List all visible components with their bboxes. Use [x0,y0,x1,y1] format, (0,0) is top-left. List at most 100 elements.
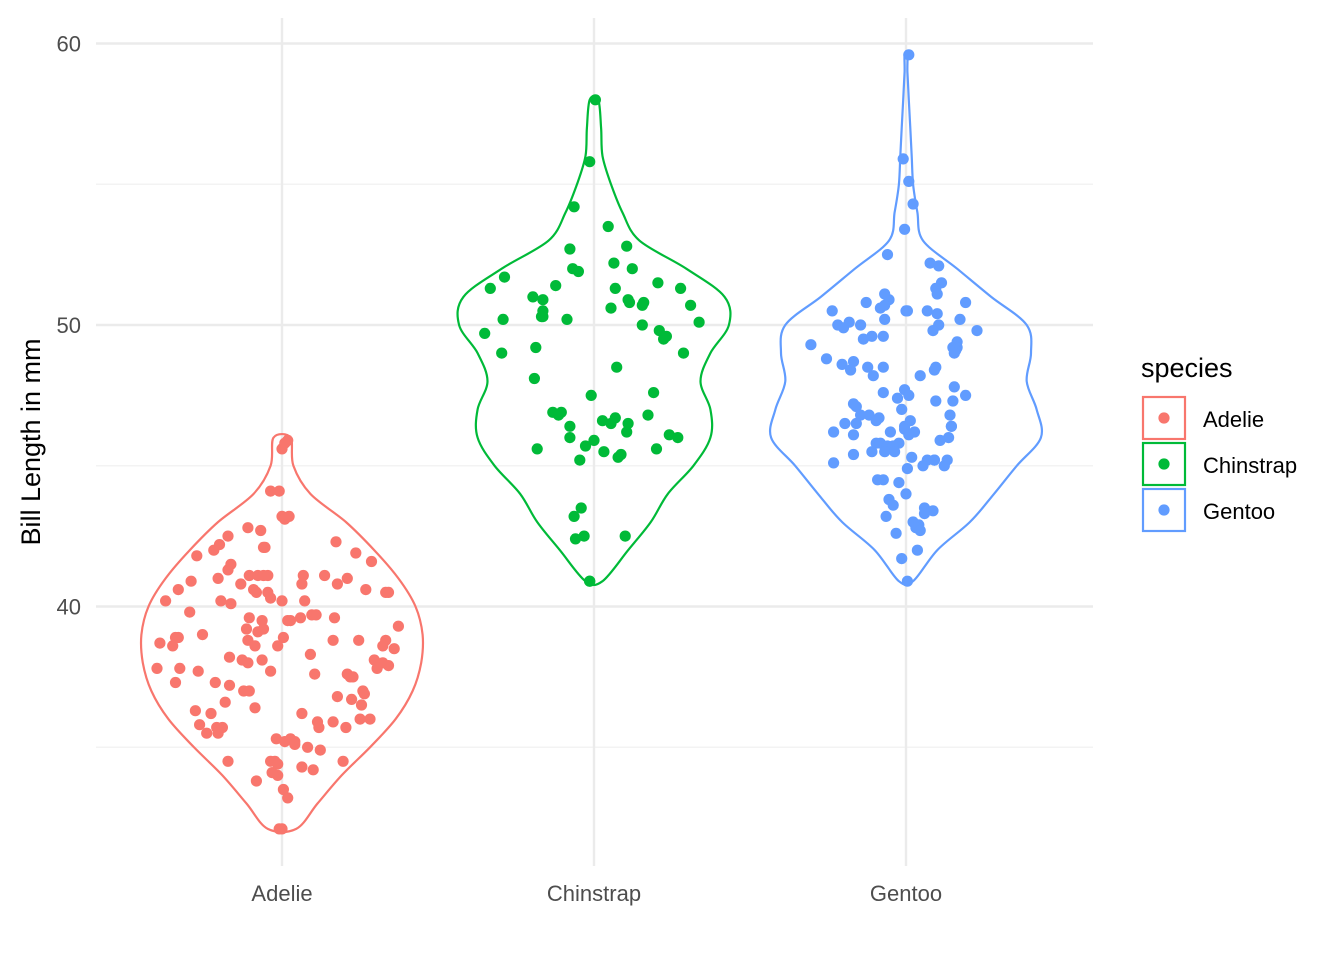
point-adelie [279,437,291,449]
point-gentoo [918,507,931,520]
violin-adelie [139,432,425,834]
point-adelie [314,744,326,756]
point-chinstrap [578,530,590,542]
point-gentoo [877,361,889,373]
point-gentoo [903,389,915,401]
point-gentoo [836,358,848,370]
point-adelie [277,783,289,796]
point-gentoo [944,409,956,421]
point-adelie [377,640,389,652]
point-chinstrap [636,299,648,311]
point-adelie [219,696,231,708]
point-chinstrap [479,327,491,339]
point-adelie [192,665,204,677]
point-adelie [353,634,365,646]
point-gentoo [890,527,902,539]
point-gentoo [820,353,833,365]
point-adelie [235,578,247,590]
point-gentoo [839,417,851,430]
point-gentoo [837,322,850,334]
y-tick-label: 40 [57,595,81,620]
point-adelie [184,606,196,618]
point-chinstrap [530,341,542,354]
point-adelie [331,578,343,590]
point-chinstrap [658,333,670,345]
point-gentoo [893,477,905,489]
point-adelie [327,634,339,646]
point-chinstrap [648,387,660,399]
point-gentoo [907,198,919,210]
point-chinstrap [568,201,580,213]
point-adelie [296,761,308,773]
point-gentoo [938,460,950,472]
point-chinstrap [652,277,664,289]
point-gentoo [899,223,911,235]
point-gentoo [847,429,860,441]
point-chinstrap [663,429,675,441]
point-adelie [360,584,372,596]
point-gentoo [884,426,897,438]
point-adelie [222,564,234,576]
point-gentoo [862,361,874,373]
point-gentoo [901,575,914,587]
point-chinstrap [585,389,597,401]
point-adelie [340,721,352,734]
point-adelie [354,713,366,725]
point-adelie [346,693,358,706]
point-adelie [310,609,322,621]
point-gentoo [931,308,943,320]
point-chinstrap [574,454,586,466]
legend-dot [1158,458,1170,470]
point-chinstrap [642,409,654,421]
point-adelie [257,541,270,554]
x-tick-label-gentoo: Gentoo [870,881,942,906]
point-chinstrap [609,282,621,294]
legend-label-gentoo: Gentoo [1203,499,1275,524]
point-adelie [388,643,400,655]
legend-dot [1158,504,1170,516]
point-adelie [160,595,172,607]
point-adelie [243,569,255,582]
point-chinstrap [596,415,609,427]
point-adelie [250,586,262,599]
point-adelie [358,688,370,700]
point-chinstrap [693,316,705,328]
point-adelie [256,654,268,666]
point-adelie [189,705,201,717]
point-gentoo [900,305,912,317]
point-chinstrap [572,265,585,278]
x-tick-label-chinstrap: Chinstrap [547,881,641,906]
point-chinstrap [584,156,596,168]
point-adelie [208,544,220,556]
point-adelie [347,671,359,683]
point-gentoo [879,313,891,325]
point-gentoo [960,389,972,401]
point-gentoo [931,288,943,300]
point-chinstrap [537,294,549,306]
point-adelie [283,510,295,522]
point-adelie [331,691,343,703]
point-gentoo [896,553,908,565]
point-gentoo [917,460,929,472]
point-adelie [151,662,163,675]
point-chinstrap [677,347,690,359]
point-adelie [289,738,301,751]
point-adelie [277,631,289,644]
point-adelie [191,550,203,562]
point-gentoo [914,524,926,537]
point-chinstrap [608,257,620,269]
point-chinstrap [598,446,610,458]
point-adelie [392,620,404,632]
point-chinstrap [621,240,633,252]
y-tick-label: 50 [57,313,81,338]
point-adelie [215,595,227,607]
point-gentoo [879,446,891,458]
point-gentoo [921,305,933,317]
point-gentoo [948,381,960,393]
point-adelie [296,707,308,720]
point-adelie [243,612,255,624]
point-chinstrap [626,263,638,275]
point-chinstrap [602,220,614,233]
point-gentoo [903,49,915,61]
point-adelie [196,629,209,641]
